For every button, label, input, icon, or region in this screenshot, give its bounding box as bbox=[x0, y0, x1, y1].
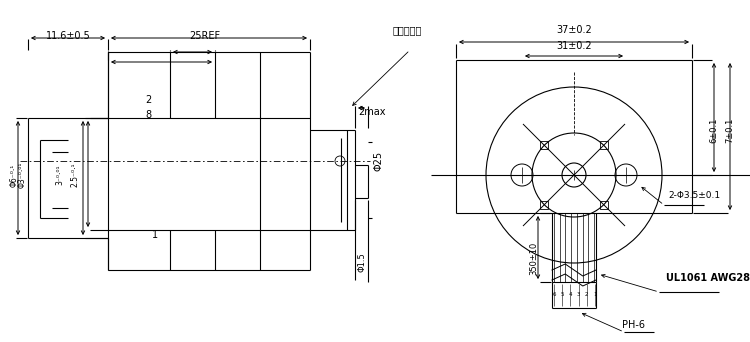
Text: Φ6⁻⁰⋅¹: Φ6⁻⁰⋅¹ bbox=[10, 163, 19, 187]
Text: 1: 1 bbox=[593, 292, 597, 298]
Text: 25REF: 25REF bbox=[190, 31, 220, 41]
Text: 3⁻⁰⋅⁰¹: 3⁻⁰⋅⁰¹ bbox=[56, 165, 64, 185]
Text: PH-6: PH-6 bbox=[622, 320, 645, 330]
Text: 2max: 2max bbox=[358, 107, 386, 117]
Text: 6: 6 bbox=[552, 292, 556, 298]
Text: 下轴承反针: 下轴承反针 bbox=[393, 25, 422, 35]
Bar bbox=[540, 141, 548, 149]
Text: Φ3⁻⁰⋅⁰¹: Φ3⁻⁰⋅⁰¹ bbox=[17, 162, 26, 188]
Text: 7±0.1: 7±0.1 bbox=[725, 117, 734, 143]
Text: 2: 2 bbox=[585, 292, 589, 298]
Text: Φ1.5: Φ1.5 bbox=[358, 252, 367, 272]
Text: UL1061 AWG28: UL1061 AWG28 bbox=[666, 273, 750, 283]
Text: 350±10: 350±10 bbox=[530, 241, 538, 275]
Text: 37±0.2: 37±0.2 bbox=[556, 25, 592, 35]
Text: 5: 5 bbox=[560, 292, 564, 298]
Text: 3: 3 bbox=[577, 292, 580, 298]
Bar bbox=[540, 201, 548, 209]
Text: Φ25: Φ25 bbox=[373, 151, 383, 171]
Text: 2-Φ3.5±0.1: 2-Φ3.5±0.1 bbox=[668, 192, 720, 200]
Text: 6±0.1: 6±0.1 bbox=[710, 117, 718, 143]
Text: 2.5⁻⁰⋅¹: 2.5⁻⁰⋅¹ bbox=[70, 163, 80, 187]
Text: 1: 1 bbox=[152, 230, 158, 240]
Bar bbox=[600, 201, 608, 209]
Text: 31±0.2: 31±0.2 bbox=[556, 41, 592, 51]
Bar bbox=[600, 141, 608, 149]
Text: 2: 2 bbox=[145, 95, 151, 105]
Text: 11.6±0.5: 11.6±0.5 bbox=[46, 31, 90, 41]
Text: 8: 8 bbox=[145, 110, 151, 120]
Text: 4: 4 bbox=[568, 292, 572, 298]
